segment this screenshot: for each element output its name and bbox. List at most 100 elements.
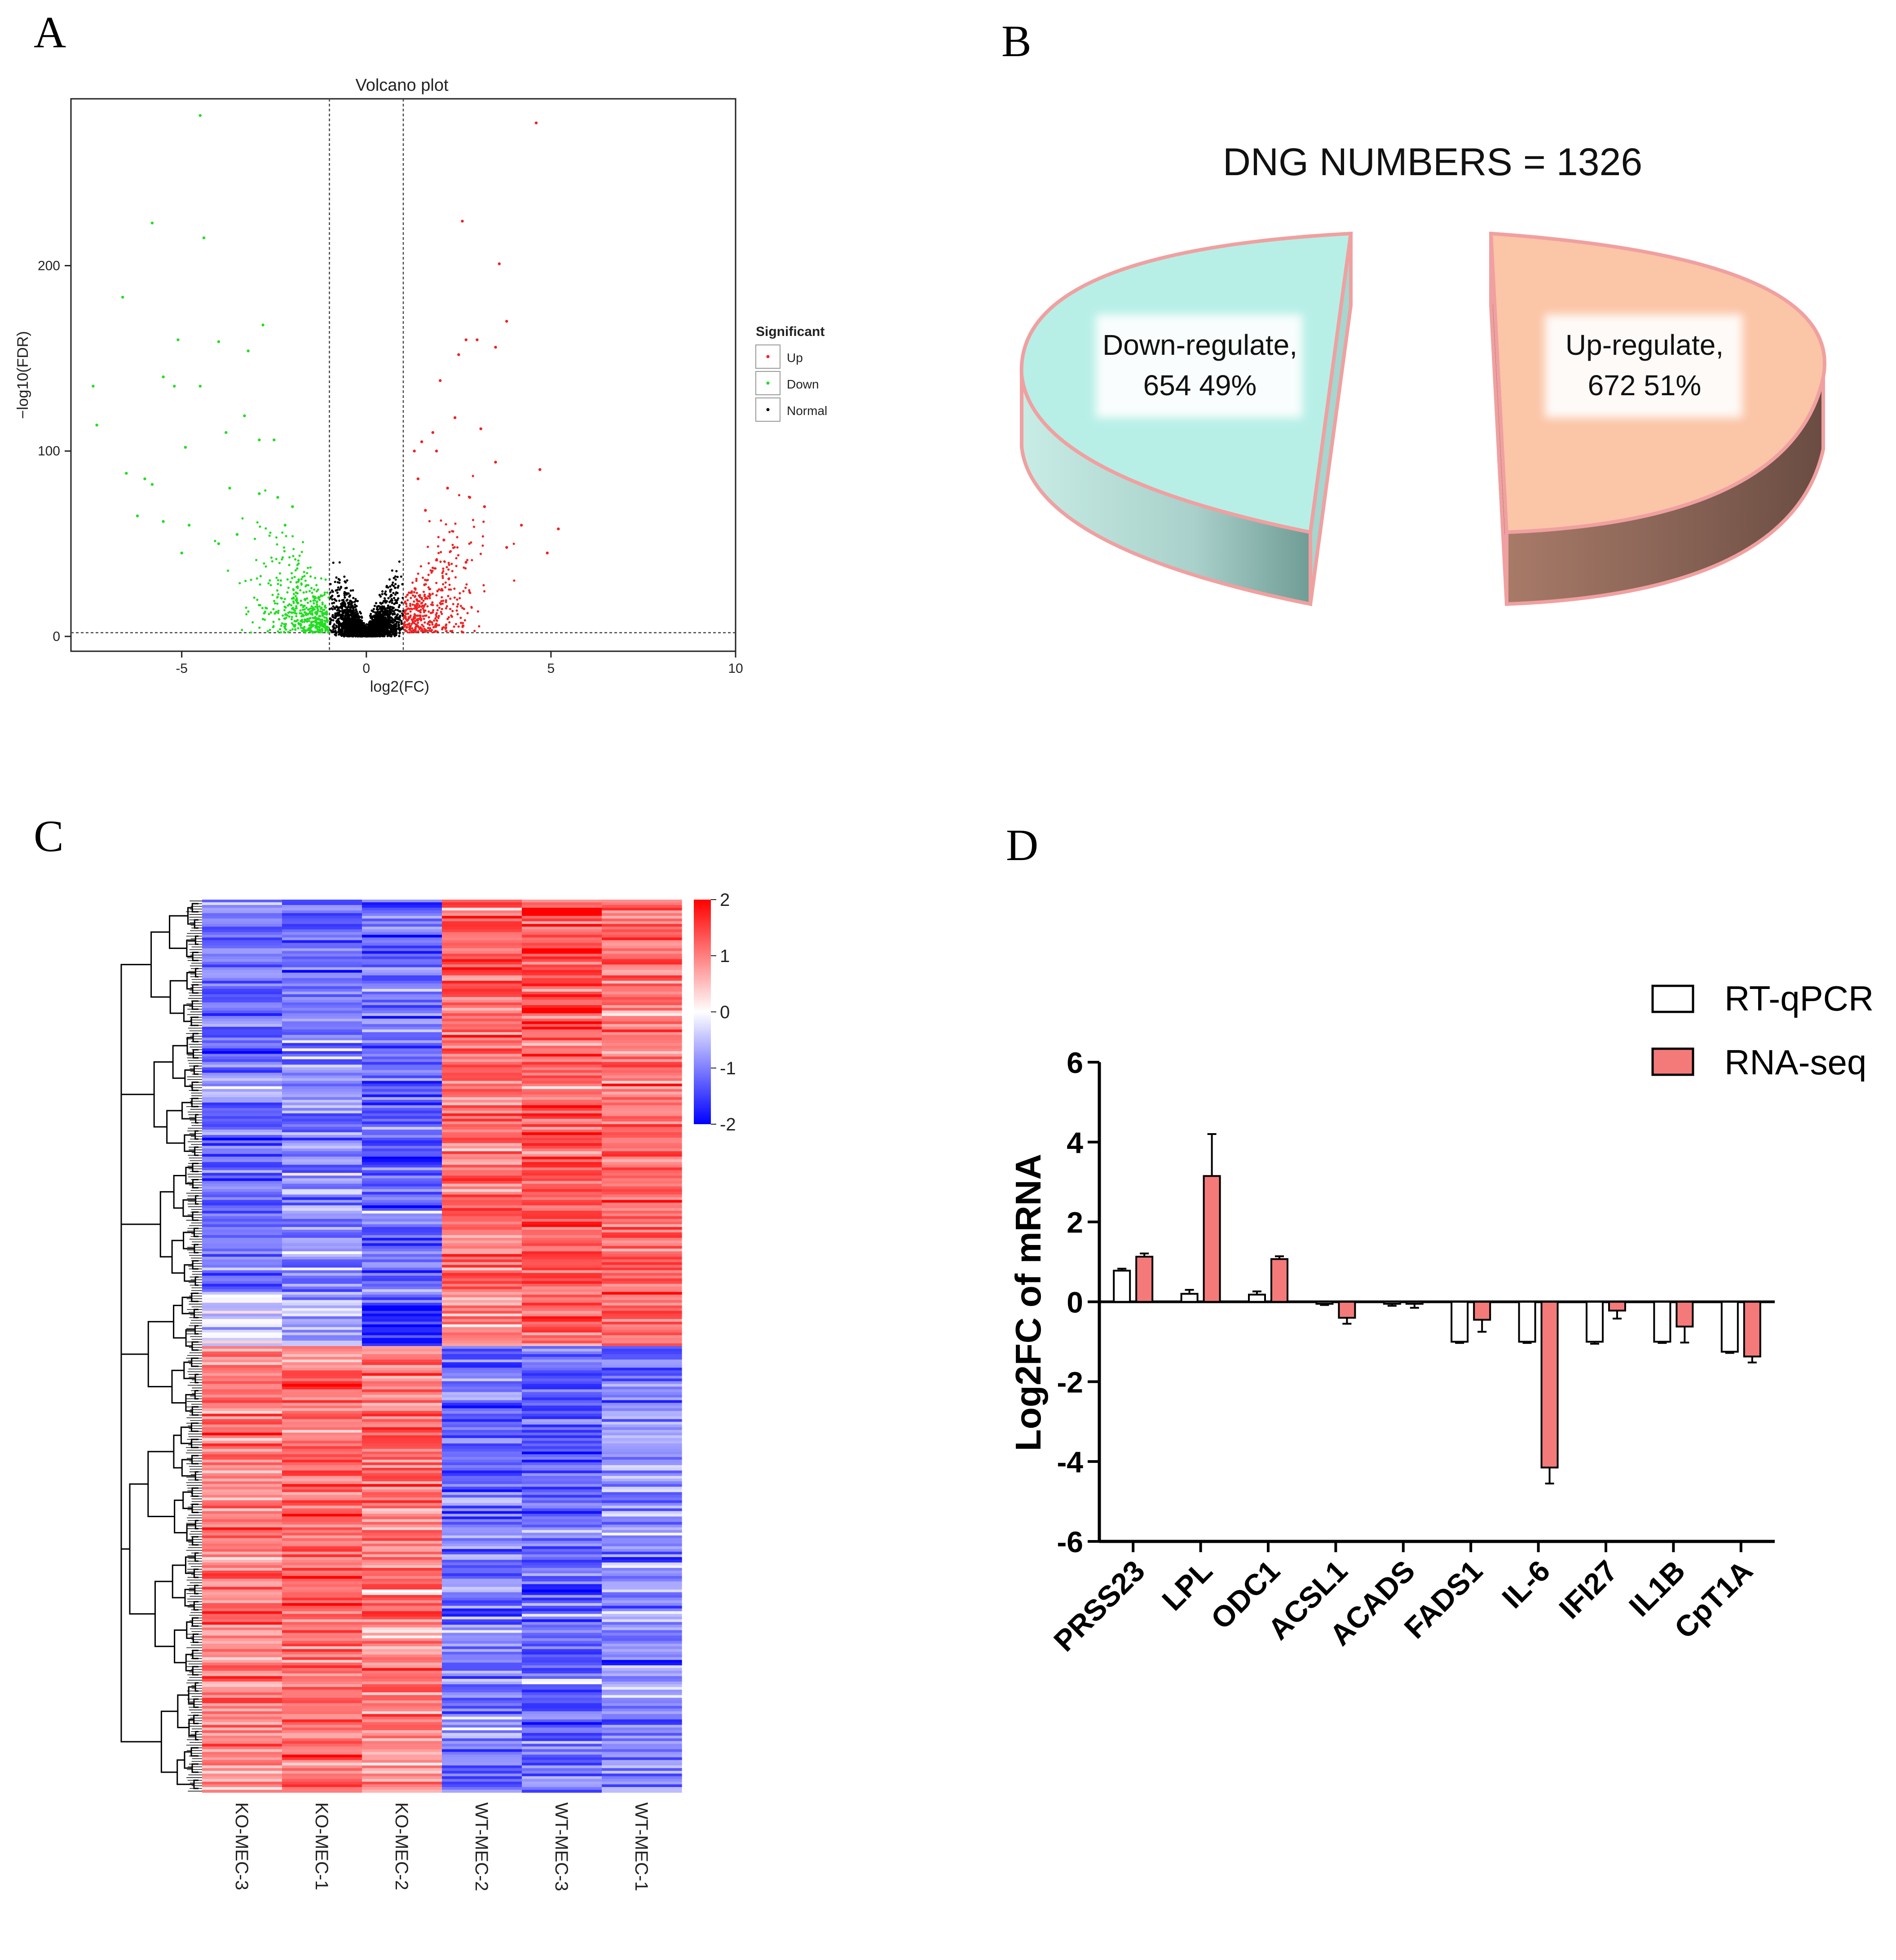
heatmap-cell (522, 1321, 602, 1325)
heatmap-cell (362, 1216, 442, 1219)
heatmap-cell (282, 1292, 362, 1295)
heatmap-cell (522, 1197, 602, 1201)
heatmap-cell (442, 924, 522, 927)
heatmap-cell (602, 1157, 682, 1160)
heatmap-cell (202, 1037, 282, 1041)
heatmap-cell (522, 962, 602, 965)
heatmap-cell (442, 1297, 522, 1301)
y-tick-label: 0 (53, 629, 60, 644)
heatmap-cell (282, 1016, 362, 1019)
point-up (557, 527, 560, 530)
heatmap-cell (362, 1200, 442, 1203)
heatmap-cell (282, 989, 362, 992)
heatmap-cell (442, 937, 522, 940)
point-down (307, 608, 309, 611)
heatmap-cell (362, 951, 442, 954)
heatmap-cell (522, 1135, 602, 1138)
heatmap-cell (442, 1265, 522, 1268)
point-down (311, 592, 313, 594)
heatmap-cell (522, 1165, 602, 1168)
heatmap-cell (442, 913, 522, 916)
heatmap-cell (362, 905, 442, 908)
point-down (269, 628, 271, 631)
point-normal (396, 609, 399, 612)
heatmap-cell (202, 959, 282, 962)
heatmap-cell (282, 1311, 362, 1314)
heatmap-cell (602, 1081, 682, 1084)
heatmap-cell (362, 1007, 442, 1011)
point-normal (359, 612, 362, 615)
point-down (323, 613, 326, 615)
heatmap-cell (602, 1148, 682, 1152)
heatmap-cell (522, 929, 602, 932)
dendrogram-branch (194, 935, 198, 945)
heatmap-cell (522, 1227, 602, 1230)
heatmap-cell (602, 1316, 682, 1320)
point-down (294, 609, 296, 613)
pie-slice-up (1489, 231, 1826, 606)
volcano-y-label: −log10(FDR) (14, 331, 31, 419)
heatmap-cell (522, 916, 602, 919)
heatmap-cell (202, 1173, 282, 1176)
point-normal (355, 608, 357, 611)
heatmap-cell (442, 1029, 522, 1033)
heatmap-cell (202, 1162, 282, 1165)
point-normal (375, 602, 378, 605)
point-down (310, 622, 313, 625)
heatmap-cell (602, 913, 682, 916)
point-normal (334, 616, 337, 619)
heatmap-cell (282, 1335, 362, 1338)
dendrogram-branch (169, 915, 188, 949)
heatmap-cell (202, 1094, 282, 1098)
heatmap-cell (442, 1246, 522, 1249)
heatmap-cell (202, 989, 282, 992)
heatmap-cell (442, 1262, 522, 1265)
heatmap-cell (522, 1062, 602, 1065)
point-normal (375, 614, 378, 616)
point-up (447, 561, 450, 564)
heatmap-cell (362, 1005, 442, 1008)
point-down (266, 630, 269, 633)
point-down (306, 566, 309, 569)
heatmap-cell (602, 940, 682, 943)
dendrogram-branch (185, 1654, 193, 1672)
point-normal (329, 591, 332, 594)
heatmap-cell (442, 902, 522, 905)
point-down (247, 610, 250, 613)
heatmap-cell (202, 1159, 282, 1162)
heatmap-cell (282, 997, 362, 1000)
heatmap-cell (202, 1300, 282, 1303)
heatmap-cell (362, 1327, 442, 1330)
heatmap-cell (442, 1046, 522, 1049)
point-normal (356, 623, 359, 627)
point-up (468, 589, 471, 592)
point-up (457, 353, 460, 356)
dendrogram-branch (186, 1037, 194, 1055)
point-normal (394, 583, 397, 586)
heatmap-cell (522, 989, 602, 992)
dendrogram-branch (192, 1033, 198, 1042)
point-up (427, 574, 430, 576)
heatmap-cell (522, 1127, 602, 1130)
row-dendrogram (120, 901, 202, 1792)
point-normal (376, 610, 379, 613)
heatmap-cell (362, 986, 442, 989)
heatmap-cell (522, 1167, 602, 1171)
heatmap-cell (202, 1192, 282, 1195)
heatmap-cell (602, 1335, 682, 1338)
heatmap-cell (282, 1324, 362, 1328)
point-up (435, 582, 438, 584)
point-normal (387, 633, 390, 636)
heatmap-cell (442, 972, 522, 976)
point-normal (380, 602, 383, 605)
point-normal (387, 597, 390, 600)
point-down (314, 617, 317, 619)
heatmap-cell (442, 1162, 522, 1165)
point-normal (376, 622, 379, 624)
heatmap-cell (442, 1037, 522, 1041)
heatmap-cell (442, 983, 522, 987)
heatmap-cell (202, 1338, 282, 1341)
point-down (263, 611, 266, 614)
heatmap-cell (602, 1251, 682, 1254)
heatmap-cell (362, 1167, 442, 1171)
